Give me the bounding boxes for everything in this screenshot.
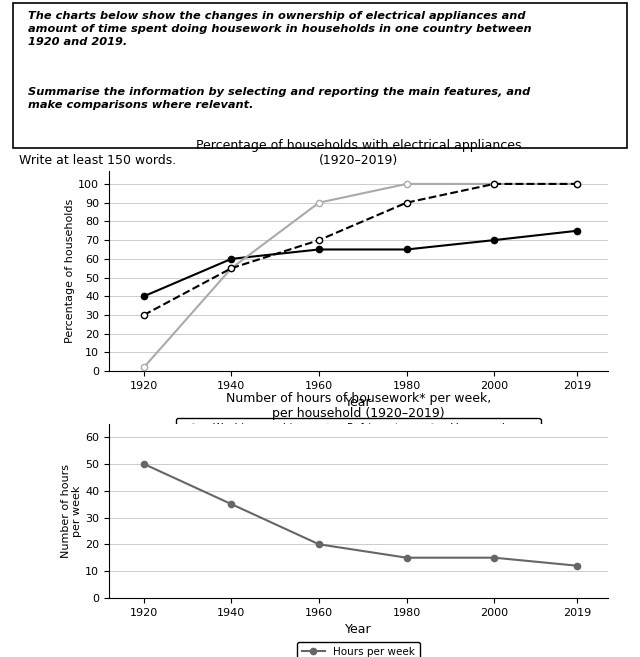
Y-axis label: Number of hours
per week: Number of hours per week [61, 464, 82, 558]
Title: Percentage of households with electrical appliances
(1920–2019): Percentage of households with electrical… [196, 139, 521, 167]
Legend: Hours per week: Hours per week [296, 642, 420, 657]
Y-axis label: Percentage of households: Percentage of households [65, 199, 76, 343]
X-axis label: Year: Year [345, 396, 372, 409]
Text: Write at least 150 words.: Write at least 150 words. [19, 154, 177, 168]
Text: Summarise the information by selecting and reporting the main features, and
make: Summarise the information by selecting a… [28, 87, 531, 110]
Text: The charts below show the changes in ownership of electrical appliances and
amou: The charts below show the changes in own… [28, 11, 532, 47]
Legend: Washing machine, Refrigerator, Vacuum cleaner: Washing machine, Refrigerator, Vacuum cl… [176, 418, 541, 438]
X-axis label: Year: Year [345, 623, 372, 636]
FancyBboxPatch shape [13, 3, 627, 148]
Title: Number of hours of housework* per week,
per household (1920–2019): Number of hours of housework* per week, … [226, 392, 491, 420]
